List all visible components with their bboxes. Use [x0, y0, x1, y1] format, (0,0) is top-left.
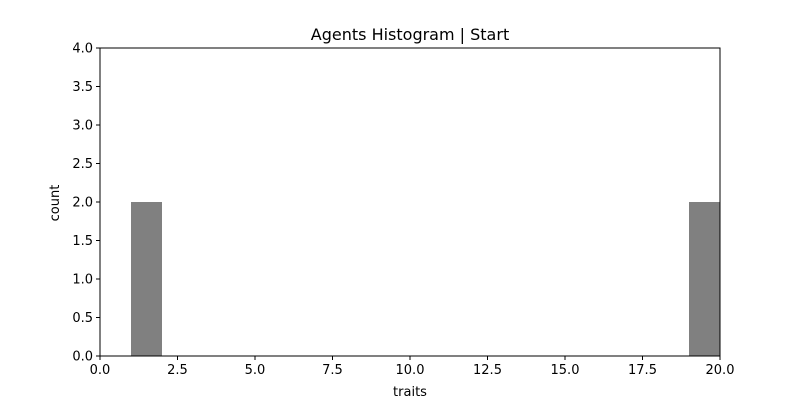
- bars-group: [131, 202, 720, 356]
- y-tick-label-4: 2.0: [72, 196, 93, 211]
- plot-frame: [99, 47, 721, 357]
- x-axis-label: traits: [393, 385, 427, 400]
- y-axis-ticks: 0.0 0.5 1.0 1.5 2.0 2.5 3.0 3.5 4.0: [72, 42, 100, 365]
- y-tick-label-0: 0.0: [72, 350, 93, 365]
- x-tick-label-0: 0.0: [90, 363, 111, 378]
- y-axis-label: count: [48, 185, 63, 222]
- x-tick-label-6: 15.0: [551, 363, 580, 378]
- x-tick-label-5: 12.5: [473, 363, 502, 378]
- bar-0: [131, 202, 162, 356]
- y-tick-label-2: 1.0: [72, 273, 93, 288]
- x-tick-label-4: 10.0: [396, 363, 425, 378]
- y-tick-label-1: 0.5: [72, 311, 93, 326]
- x-tick-label-3: 7.5: [322, 363, 343, 378]
- chart-title: Agents Histogram | Start: [311, 25, 509, 44]
- x-tick-label-8: 20.0: [706, 363, 735, 378]
- x-tick-label-2: 5.0: [245, 363, 266, 378]
- x-tick-label-1: 2.5: [167, 363, 188, 378]
- y-tick-label-5: 2.5: [72, 157, 93, 172]
- y-tick-label-6: 3.0: [72, 119, 93, 134]
- bar-1: [689, 202, 720, 356]
- y-tick-label-8: 4.0: [72, 42, 93, 57]
- y-tick-label-3: 1.5: [72, 234, 93, 249]
- x-tick-label-7: 17.5: [628, 363, 657, 378]
- y-tick-label-7: 3.5: [72, 80, 93, 95]
- x-axis-ticks: 0.0 2.5 5.0 7.5 10.0 12.5 15.0 17.5 20.0: [90, 356, 735, 378]
